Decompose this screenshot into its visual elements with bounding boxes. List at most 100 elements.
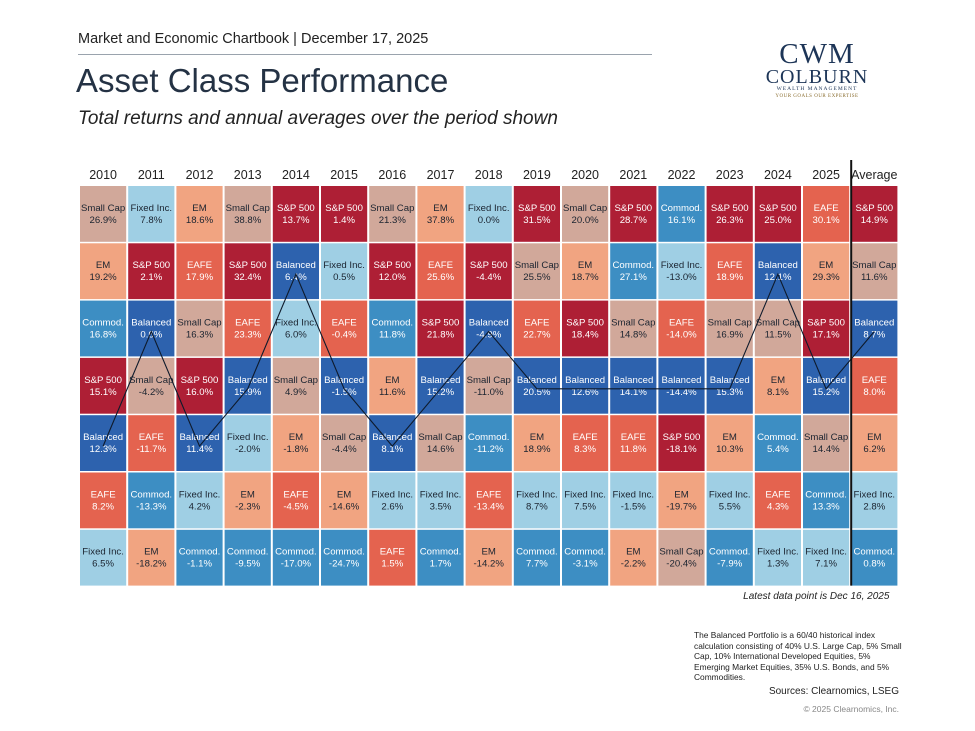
quilt-cell bbox=[658, 186, 705, 242]
quilt-cell bbox=[851, 243, 898, 300]
quilt-cell bbox=[851, 529, 898, 586]
cell-return-label: 25.0% bbox=[764, 215, 792, 226]
cell-asset-label: Small Cap bbox=[418, 432, 462, 443]
quilt-cell bbox=[272, 529, 319, 586]
cell-asset-label: EM bbox=[867, 432, 881, 443]
quilt-cell bbox=[851, 415, 898, 471]
cell-asset-label: Small Cap bbox=[370, 203, 414, 214]
quilt-cell bbox=[417, 300, 464, 357]
cell-return-label: -11.2% bbox=[474, 444, 504, 455]
column-header: 2015 bbox=[330, 168, 358, 182]
quilt-cell bbox=[754, 472, 801, 529]
cell-asset-label: EAFE bbox=[621, 432, 646, 443]
cell-return-label: 25.6% bbox=[427, 272, 455, 283]
balanced-trend-line bbox=[102, 272, 875, 448]
cell-asset-label: EM bbox=[289, 432, 303, 443]
cell-return-label: -1.5% bbox=[332, 387, 358, 398]
cell-asset-label: Commod. bbox=[564, 547, 606, 558]
cell-return-label: 18.9% bbox=[523, 444, 551, 455]
cell-asset-label: Fixed Inc. bbox=[420, 489, 462, 500]
cell-asset-label: Commod. bbox=[275, 547, 317, 558]
cell-return-label: -7.9% bbox=[717, 559, 743, 570]
cell-return-label: -11.0% bbox=[474, 387, 504, 398]
cell-asset-label: EM bbox=[96, 260, 110, 271]
quilt-cell bbox=[176, 529, 223, 586]
quilt-cell bbox=[128, 300, 175, 357]
quilt-cell bbox=[610, 186, 657, 242]
quilt-cell bbox=[851, 186, 898, 242]
cell-asset-label: Small Cap bbox=[611, 318, 655, 329]
cell-asset-label: S&P 500 bbox=[132, 260, 170, 271]
quilt-cell bbox=[851, 357, 898, 414]
quilt-cell bbox=[658, 243, 705, 300]
cell-asset-label: EAFE bbox=[476, 489, 501, 500]
cell-asset-label: EM bbox=[385, 375, 399, 386]
quilt-cell bbox=[803, 529, 850, 586]
cell-return-label: -11.7% bbox=[136, 444, 166, 455]
cell-return-label: 5.4% bbox=[767, 444, 789, 455]
quilt-cell bbox=[369, 357, 416, 414]
quilt-cell bbox=[465, 243, 512, 300]
cell-asset-label: Fixed Inc. bbox=[179, 489, 221, 500]
cell-return-label: -4.5% bbox=[283, 501, 309, 512]
quilt-cell bbox=[754, 300, 801, 357]
cell-return-label: -24.7% bbox=[329, 559, 360, 570]
cell-asset-label: Balanced bbox=[372, 432, 412, 443]
cell-return-label: 0.5% bbox=[333, 272, 355, 283]
sources-text: Sources: Clearnomics, LSEG bbox=[768, 686, 899, 697]
quilt-cell bbox=[562, 243, 609, 300]
cell-return-label: 6.4% bbox=[285, 272, 307, 283]
quilt-cell bbox=[465, 186, 512, 242]
cell-return-label: 26.3% bbox=[716, 215, 744, 226]
cell-asset-label: Balanced bbox=[324, 375, 364, 386]
cell-asset-label: S&P 500 bbox=[422, 318, 460, 329]
cell-asset-label: Small Cap bbox=[322, 432, 366, 443]
cell-return-label: 12.3% bbox=[89, 444, 117, 455]
quilt-cell bbox=[658, 300, 705, 357]
quilt-cell bbox=[321, 357, 368, 414]
cell-return-label: 11.8% bbox=[620, 444, 647, 455]
cell-asset-label: Balanced bbox=[806, 375, 846, 386]
cell-asset-label: Small Cap bbox=[756, 318, 800, 329]
cell-return-label: 7.7% bbox=[526, 559, 548, 570]
cell-asset-label: Fixed Inc. bbox=[709, 489, 751, 500]
quilt-cell bbox=[272, 472, 319, 529]
quilt-cell bbox=[610, 243, 657, 300]
quilt-cell bbox=[465, 529, 512, 586]
cell-asset-label: S&P 500 bbox=[614, 203, 652, 214]
quilt-cell bbox=[224, 415, 271, 471]
cell-asset-label: EM bbox=[626, 547, 640, 558]
cell-asset-label: EM bbox=[819, 260, 833, 271]
column-header: Average bbox=[851, 168, 897, 182]
column-header: 2014 bbox=[282, 168, 310, 182]
quilt-cell bbox=[272, 300, 319, 357]
cell-return-label: 15.3% bbox=[716, 387, 744, 398]
cell-return-label: 13.3% bbox=[812, 501, 840, 512]
cell-asset-label: Balanced bbox=[613, 375, 653, 386]
cell-asset-label: Fixed Inc. bbox=[516, 489, 558, 500]
cell-return-label: 11.8% bbox=[379, 330, 406, 341]
column-header: 2016 bbox=[378, 168, 406, 182]
cell-asset-label: Fixed Inc. bbox=[275, 318, 317, 329]
quilt-cell bbox=[321, 415, 368, 471]
quilt-cell bbox=[754, 186, 801, 242]
cell-return-label: 16.9% bbox=[716, 330, 744, 341]
cell-return-label: 10.3% bbox=[716, 444, 744, 455]
quilt-cell bbox=[417, 472, 464, 529]
quilt-cell bbox=[80, 472, 127, 529]
cell-return-label: 11.6% bbox=[379, 387, 406, 398]
cell-return-label: 13.7% bbox=[282, 215, 310, 226]
cell-asset-label: Small Cap bbox=[226, 203, 270, 214]
cell-return-label: -4.4% bbox=[332, 444, 358, 455]
cell-return-label: 14.4% bbox=[812, 444, 840, 455]
cell-return-label: 8.0% bbox=[863, 387, 885, 398]
cell-asset-label: EAFE bbox=[332, 318, 357, 329]
quilt-cell bbox=[610, 472, 657, 529]
logo-tagline: YOUR GOALS OUR EXPERTISE bbox=[775, 94, 859, 99]
quilt-cell bbox=[562, 186, 609, 242]
cell-asset-label: EAFE bbox=[139, 432, 164, 443]
quilt-cell bbox=[224, 357, 271, 414]
quilt-cell bbox=[321, 186, 368, 242]
logo-subtitle: WEALTH MANAGEMENT bbox=[776, 86, 858, 92]
quilt-cell bbox=[417, 529, 464, 586]
